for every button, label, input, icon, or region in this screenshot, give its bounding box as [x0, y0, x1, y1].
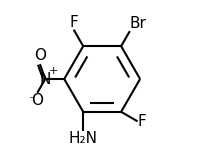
Text: N: N — [40, 72, 51, 86]
Text: ⁻: ⁻ — [28, 95, 34, 108]
Text: F: F — [69, 15, 78, 30]
Text: O: O — [34, 48, 46, 63]
Text: +: + — [49, 66, 58, 76]
Text: H₂N: H₂N — [69, 131, 98, 146]
Text: O: O — [31, 93, 43, 108]
Text: F: F — [138, 114, 146, 129]
Text: Br: Br — [130, 16, 147, 31]
